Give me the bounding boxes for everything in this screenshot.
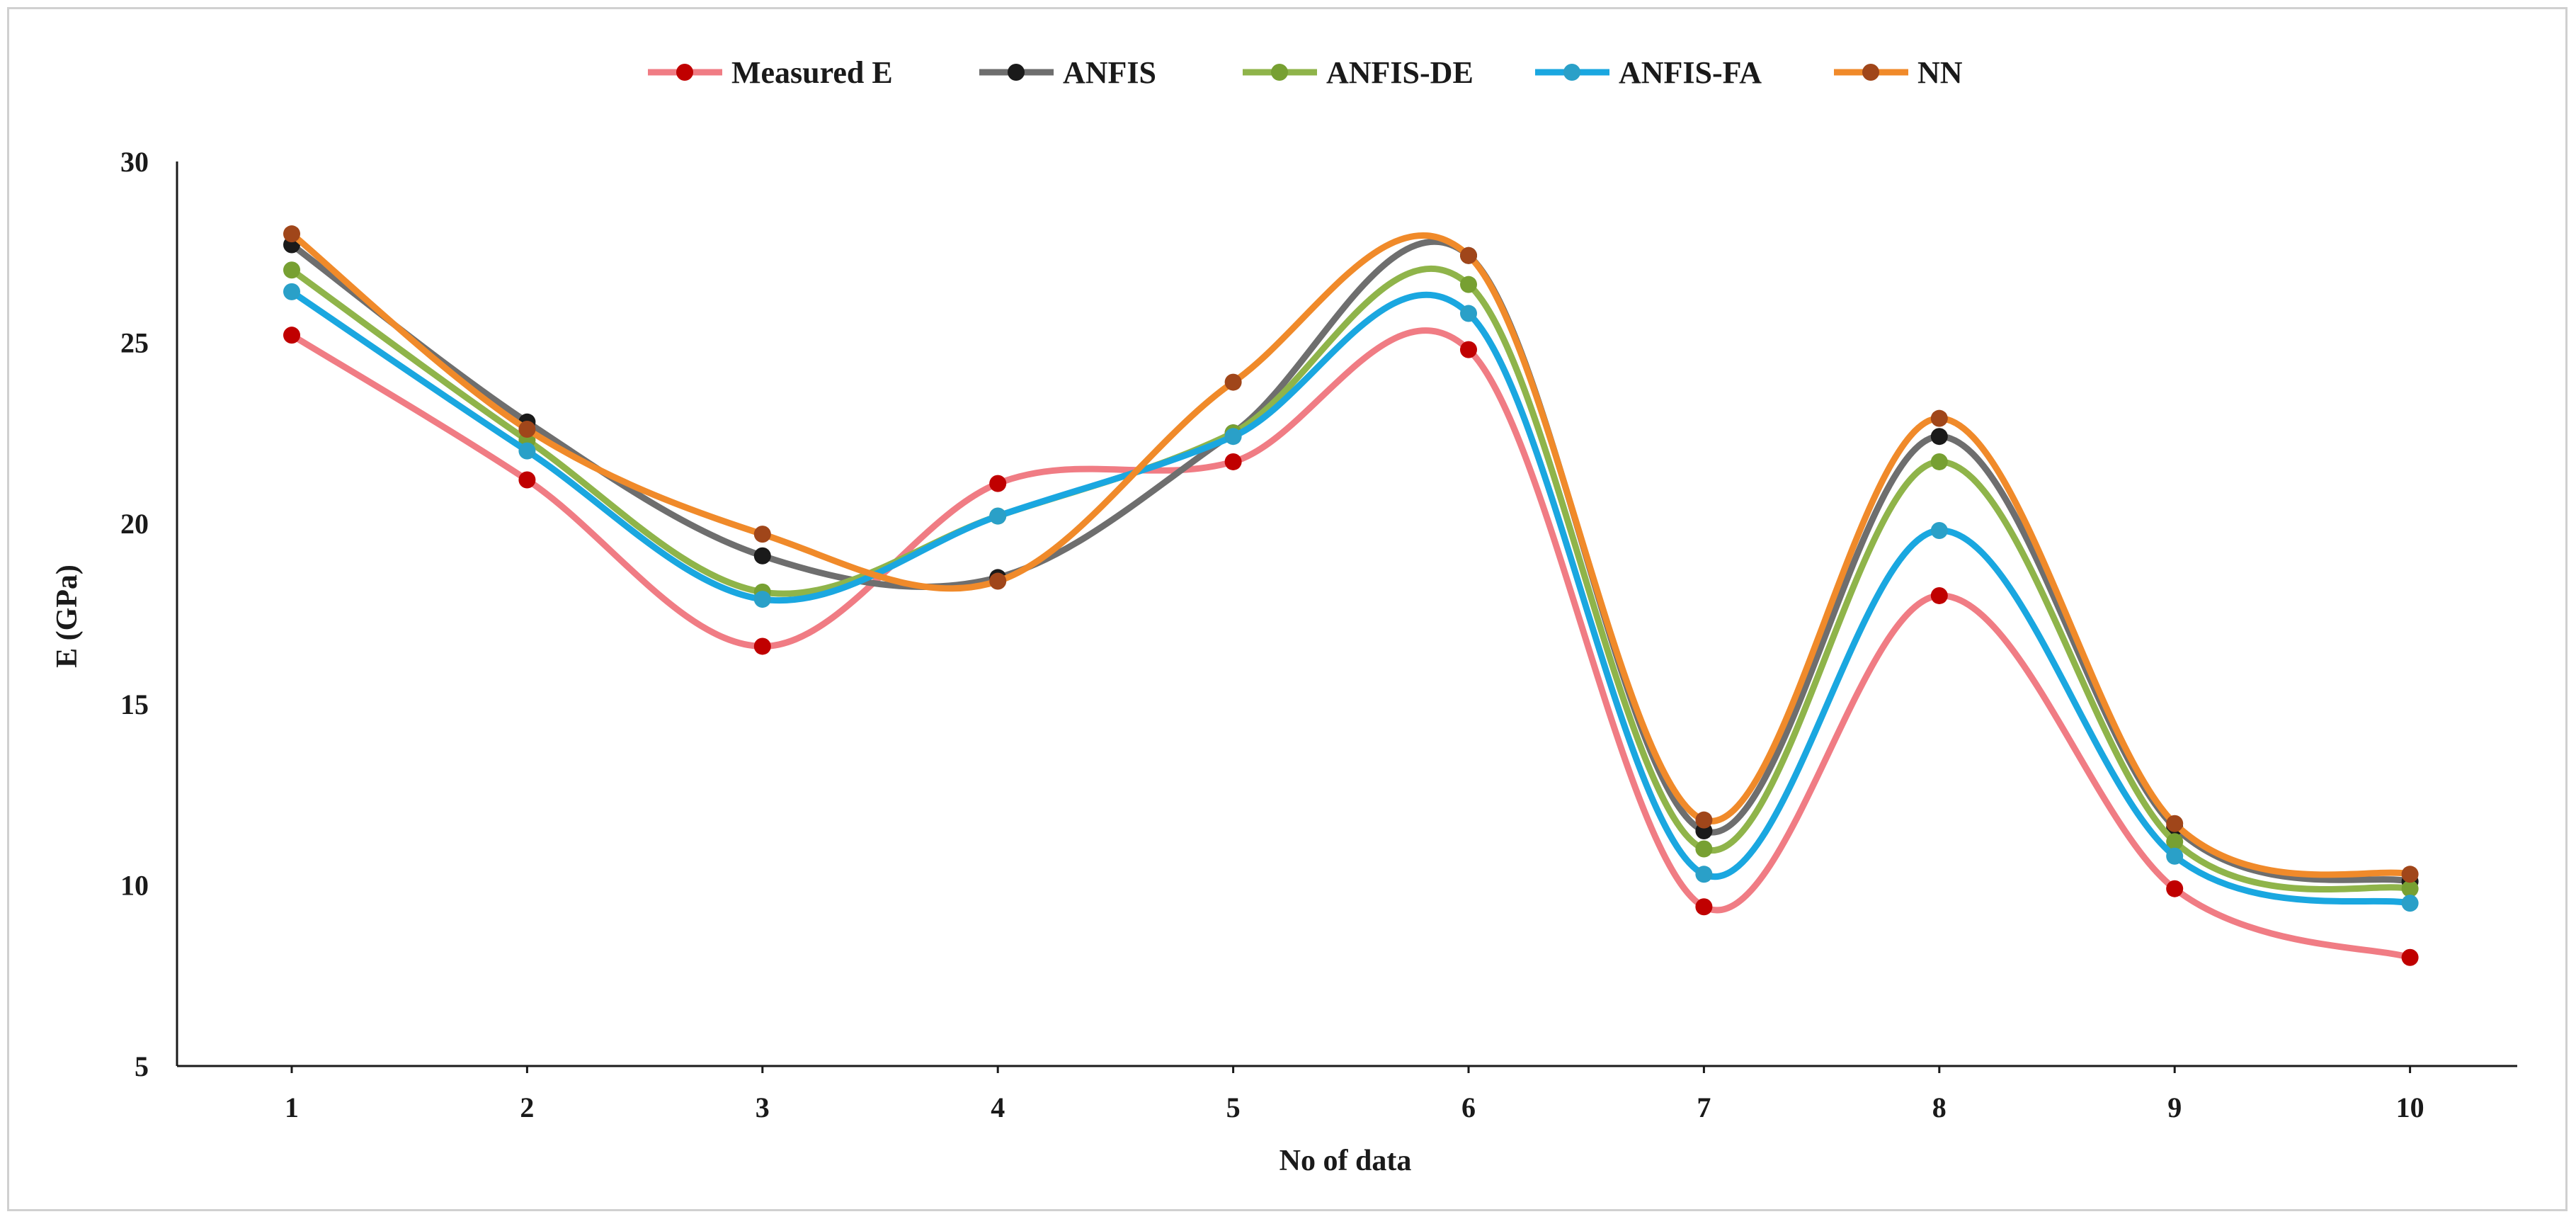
data-point-anfis-fa <box>1224 428 1242 446</box>
series-line-measured-e <box>288 327 2414 961</box>
data-point-anfis-de <box>1695 840 1713 858</box>
data-point-measured-e <box>518 471 536 489</box>
data-point-nn <box>2401 866 2419 883</box>
x-tick-label: 9 <box>2167 1092 2182 1123</box>
data-point-measured-e <box>1930 586 1948 604</box>
legend: Measured E ANFIS ANFIS-DE ANFIS-FA NN <box>648 55 1963 90</box>
data-point-nn <box>989 572 1007 590</box>
data-point-nn <box>518 420 536 438</box>
x-tick-label: 2 <box>520 1092 534 1123</box>
series-layer <box>283 225 2419 966</box>
x-tick-label: 7 <box>1697 1092 1711 1123</box>
data-point-anfis <box>753 547 771 565</box>
data-point-anfis-de <box>283 261 300 279</box>
data-point-anfis <box>1930 428 1948 446</box>
data-point-nn <box>1930 409 1948 427</box>
data-point-nn <box>1695 811 1713 829</box>
data-point-anfis-fa <box>2166 847 2184 865</box>
data-point-anfis-de <box>1460 276 1477 293</box>
legend-item-measured-e: Measured E <box>648 55 893 90</box>
data-point-anfis-fa <box>1460 305 1477 322</box>
x-tick-label: 6 <box>1461 1092 1476 1123</box>
data-point-measured-e <box>283 327 300 344</box>
data-point-anfis-de <box>2401 880 2419 897</box>
y-tick-label: 5 <box>135 1050 149 1082</box>
data-point-measured-e <box>1695 898 1713 916</box>
legend-label: ANFIS-DE <box>1326 55 1474 90</box>
legend-label: ANFIS <box>1063 55 1156 90</box>
x-tick-label: 1 <box>285 1092 299 1123</box>
x-tick-label: 8 <box>1932 1092 1947 1123</box>
legend-item-anfis-fa: ANFIS-FA <box>1535 55 1762 90</box>
legend-swatch-marker <box>1008 64 1025 81</box>
x-tick-label: 10 <box>2396 1092 2424 1123</box>
legend-item-anfis-de: ANFIS-DE <box>1243 55 1474 90</box>
y-axis-title: E (GPa) <box>51 565 84 668</box>
legend-label: Measured E <box>731 55 893 90</box>
data-point-nn <box>753 526 771 543</box>
data-point-anfis-fa <box>283 283 300 300</box>
data-point-measured-e <box>1224 453 1242 470</box>
legend-item-anfis: ANFIS <box>979 55 1156 90</box>
data-point-measured-e <box>989 475 1007 492</box>
x-tick-label: 5 <box>1226 1092 1241 1123</box>
series-anfis-de <box>283 261 2419 897</box>
series-line-anfis-de <box>288 265 2414 893</box>
data-point-measured-e <box>1460 341 1477 358</box>
legend-item-nn: NN <box>1834 55 1963 90</box>
y-tick-label: 25 <box>120 327 149 358</box>
data-point-anfis-de <box>1930 453 1948 470</box>
y-tick-label: 10 <box>120 870 149 902</box>
data-point-anfis-fa <box>2401 895 2419 912</box>
data-point-anfis-fa <box>1930 522 1948 540</box>
data-point-anfis-fa <box>518 442 536 460</box>
x-axis-title: No of data <box>1280 1145 1412 1177</box>
data-point-nn <box>283 225 300 243</box>
series-anfis-fa <box>283 283 2419 912</box>
data-point-nn <box>2166 815 2184 832</box>
data-point-measured-e <box>2401 948 2419 966</box>
data-point-measured-e <box>753 637 771 655</box>
series-measured-e <box>283 327 2419 966</box>
x-tick-label: 4 <box>991 1092 1005 1123</box>
y-tick-label: 30 <box>120 146 149 178</box>
y-tick-label: 20 <box>120 508 149 540</box>
data-point-anfis-fa <box>989 507 1007 525</box>
series-nn <box>283 225 2419 883</box>
data-point-anfis-de <box>2166 833 2184 851</box>
legend-swatch-marker <box>676 64 693 81</box>
data-point-nn <box>1224 373 1242 391</box>
legend-swatch-marker <box>1862 64 1879 81</box>
legend-label: ANFIS-FA <box>1619 55 1762 90</box>
series-line-anfis-fa <box>288 288 2414 907</box>
data-point-nn <box>1460 246 1477 264</box>
x-tick-label: 3 <box>756 1092 770 1123</box>
legend-label: NN <box>1917 55 1963 90</box>
data-point-anfis-fa <box>1695 866 1713 883</box>
axes: 5 10 15 20 25 30 1 2 3 4 5 6 7 8 9 10 <box>120 146 2517 1123</box>
legend-swatch-marker <box>1271 64 1288 81</box>
data-point-anfis-fa <box>753 591 771 608</box>
chart-frame <box>7 7 2568 1211</box>
legend-swatch-marker <box>1563 64 1580 81</box>
y-tick-label: 15 <box>120 688 149 720</box>
data-point-measured-e <box>2166 880 2184 897</box>
